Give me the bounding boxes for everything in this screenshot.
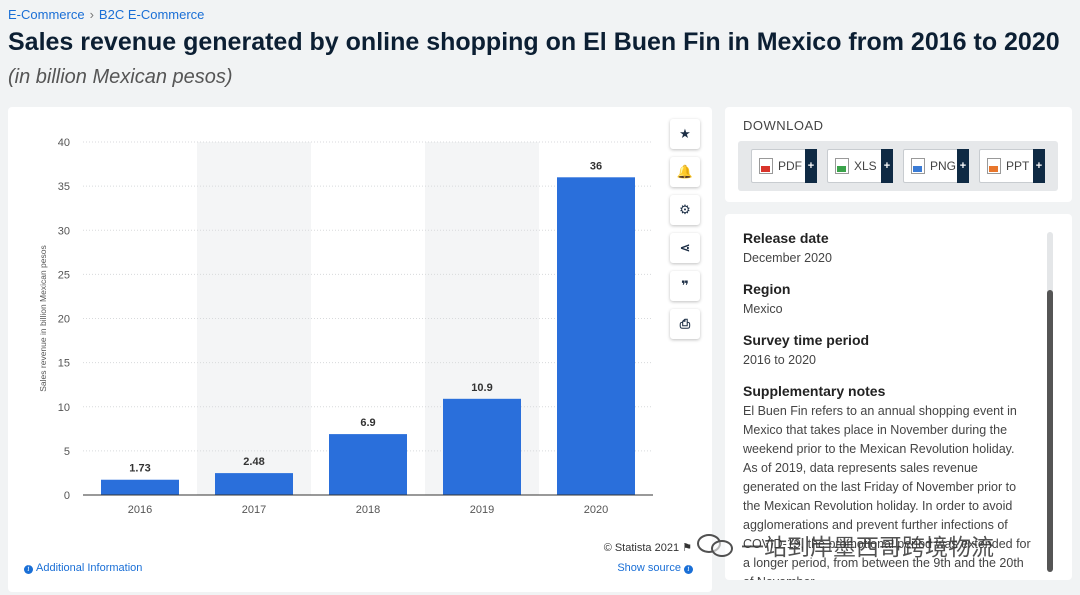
plus-icon[interactable]: + [1033,149,1045,183]
region-value: Mexico [743,302,783,316]
wechat-logo-icon [697,532,735,558]
supplementary-notes-label: Supplementary notes [743,383,886,399]
share-button[interactable]: ⋖ [670,233,700,263]
y-axis-label: Sales revenue in billion Mexican pesos [38,245,48,391]
ppt-file-icon [987,158,1001,174]
plus-icon[interactable]: + [881,149,893,183]
download-card: DOWNLOAD PDF + XLS + PNG + PPT + [725,107,1072,202]
y-tick-label: 5 [64,446,70,458]
page-title: Sales revenue generated by online shoppi… [8,28,1060,56]
y-tick-label: 25 [58,269,70,281]
additional-info-link[interactable]: i Additional Information [24,562,142,574]
y-tick-label: 40 [58,137,70,149]
y-tick-label: 0 [64,490,70,502]
star-icon: ★ [679,126,691,141]
quote-icon: ❞ [681,278,689,293]
survey-period-value: 2016 to 2020 [743,353,816,367]
survey-period-label: Survey time period [743,332,870,348]
chart-toolbar: ★ 🔔 ⚙ ⋖ ❞ ⎙ [670,119,700,347]
page-subtitle: (in billion Mexican pesos) [8,66,233,88]
breadcrumb-link-b2c[interactable]: B2C E-Commerce [98,7,205,22]
bar-chart: 0 5 10 15 20 25 30 35 40 Sales revenue in billion… [38,137,653,516]
breadcrumb-separator: › [89,7,94,22]
gear-button[interactable]: ⚙ [670,195,700,225]
breadcrumb-link-ecommerce[interactable]: E-Commerce [8,7,85,22]
pdf-file-icon [759,158,773,174]
download-label: XLS [854,159,877,173]
bell-button[interactable]: 🔔 [670,157,700,187]
details-card: Release date December 2020 Region Mexico… [725,214,1072,580]
bar-2020 [557,177,635,496]
scrollbar-thumb[interactable] [1047,290,1053,572]
download-title: DOWNLOAD [743,118,824,133]
bar-2016 [101,479,179,495]
chart-copyright: © Statista 2021 ⚑ [604,541,692,554]
download-png-button[interactable]: PNG + [903,149,969,183]
y-tick-label: 15 [58,358,70,370]
data-label-2016: 1.73 [129,463,150,475]
plus-icon[interactable]: + [805,149,817,183]
star-button[interactable]: ★ [670,119,700,149]
scrollbar[interactable] [1047,232,1053,572]
x-tick-label: 2016 [128,504,152,516]
bell-icon: 🔔 [676,164,694,179]
data-label-2017: 2.48 [243,456,264,468]
xls-file-icon [835,158,849,174]
x-tick-label: 2019 [470,504,494,516]
additional-info-label: Additional Information [36,562,143,574]
x-tick-label: 2020 [584,504,608,516]
plus-icon[interactable]: + [957,149,969,183]
print-icon: ⎙ [679,316,691,331]
data-label-2019: 10.9 [471,382,492,394]
download-label: PPT [1006,159,1030,173]
breadcrumb: E-Commerce › B2C E-Commerce [8,7,204,22]
data-label-2018: 6.9 [360,417,375,429]
flag-icon: ⚑ [682,542,692,554]
download-label: PNG [930,159,957,173]
bar-2019 [443,398,521,495]
y-tick-label: 10 [58,402,70,414]
release-date-value: December 2020 [743,251,832,265]
y-tick-label: 35 [58,181,70,193]
data-label-2020: 36 [590,160,602,172]
print-button[interactable]: ⎙ [670,309,700,339]
watermark-text: 一站到岸墨西哥跨境物流 [741,534,994,560]
gear-icon: ⚙ [679,202,691,217]
bar-2018 [329,434,407,495]
region-label: Region [743,281,791,297]
share-icon: ⋖ [679,240,691,255]
info-icon: i [684,565,693,574]
supplementary-notes-value: El Buen Fin refers to an annual shopping… [743,404,1031,580]
release-date-label: Release date [743,230,829,246]
download-xls-button[interactable]: XLS + [827,149,893,183]
show-source-label: Show source [617,562,681,574]
copyright-text: © Statista 2021 [603,542,680,554]
watermark: 一站到岸墨西哥跨境物流 [697,527,994,563]
bar-2017 [215,473,293,495]
download-label: PDF [778,159,802,173]
y-tick-label: 20 [58,314,70,326]
png-file-icon [911,158,925,174]
x-tick-label: 2017 [242,504,266,516]
download-ppt-button[interactable]: PPT + [979,149,1045,183]
x-tick-label: 2018 [356,504,380,516]
quote-button[interactable]: ❞ [670,271,700,301]
show-source-link[interactable]: Show source i [617,562,696,574]
y-tick-label: 30 [58,225,70,237]
download-buttons: PDF + XLS + PNG + PPT + [738,141,1058,191]
download-pdf-button[interactable]: PDF + [751,149,817,183]
info-icon: i [24,565,33,574]
details-content: Release date December 2020 Region Mexico… [743,230,1031,580]
chart-card: 0 5 10 15 20 25 30 35 40 Sales revenue in billion… [8,107,712,592]
